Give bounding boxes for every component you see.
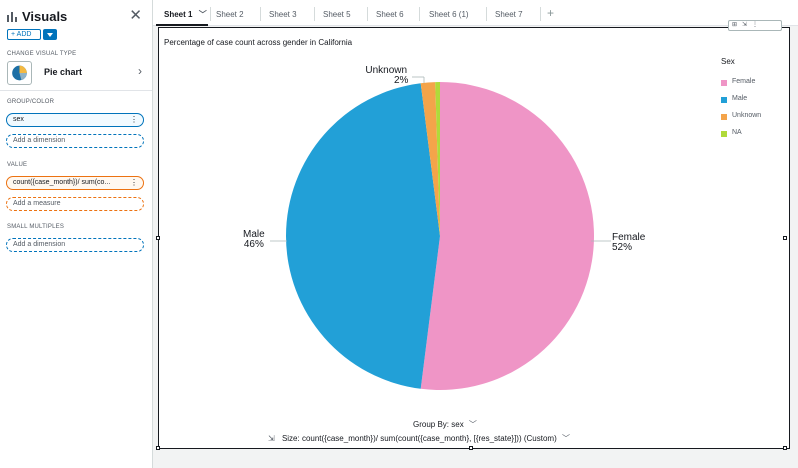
- legend-label: NA: [732, 129, 742, 136]
- panel-title: Visuals: [22, 9, 68, 24]
- tab-sheet-2[interactable]: Sheet 2: [216, 10, 244, 19]
- value-field-label: count({case_month})/ sum(co...: [13, 179, 111, 186]
- panel-header: Visuals ✕: [6, 8, 146, 26]
- close-icon[interactable]: ✕: [129, 7, 142, 24]
- add-measure-field[interactable]: Add a measure: [6, 197, 144, 211]
- chart-title: Percentage of case count across gender i…: [164, 38, 353, 47]
- male-label-pct: 46%: [243, 239, 264, 250]
- tab-sheet-7[interactable]: Sheet 7: [495, 10, 523, 19]
- group-field-label: sex: [13, 116, 24, 123]
- unknown-data-label: Unknown 2%: [364, 66, 408, 86]
- tab-separator: [314, 7, 315, 21]
- tab-sheet-6[interactable]: Sheet 6: [376, 10, 404, 19]
- tab-sheet-3[interactable]: Sheet 3: [269, 10, 297, 19]
- legend-swatch: [721, 114, 727, 120]
- visual-toolbar[interactable]: ⊞⇲⋮: [728, 20, 782, 31]
- female-label-pct: 52%: [612, 242, 633, 253]
- legend-swatch: [721, 80, 727, 86]
- resize-handle[interactable]: [783, 236, 787, 240]
- add-small-multiples-field[interactable]: Add a dimension: [6, 238, 144, 252]
- group-by-selector[interactable]: Group By: sex ﹀: [413, 419, 477, 430]
- group-by-label: Group By: sex: [413, 420, 464, 429]
- resize-handle[interactable]: [156, 446, 160, 450]
- chevron-right-icon: ›: [138, 64, 142, 78]
- pie-slice-na[interactable]: [435, 82, 440, 236]
- legend-label: Unknown: [732, 112, 762, 119]
- tab-sheet-6-1[interactable]: Sheet 6 (1): [429, 10, 469, 19]
- value-field[interactable]: count({case_month})/ sum(co... ⋮: [6, 176, 144, 190]
- legend-swatch: [721, 97, 727, 103]
- legend-swatch: [721, 131, 727, 137]
- female-label-name: Female: [612, 232, 646, 243]
- chevron-down-icon[interactable]: ﹀: [198, 10, 207, 19]
- legend-title: Sex: [721, 57, 735, 66]
- resize-handle[interactable]: [156, 236, 160, 240]
- visual-type-label: Pie chart: [44, 67, 83, 77]
- tab-separator: [540, 7, 541, 21]
- male-data-label: Male 46%: [243, 230, 265, 250]
- visuals-panel: Visuals ✕ + ADD CHANGE VISUAL TYPE Pie c…: [0, 0, 153, 468]
- resize-handle[interactable]: [783, 446, 787, 450]
- add-dropdown-button[interactable]: [43, 29, 57, 40]
- pie-chart-icon: [7, 61, 32, 85]
- tab-label: Sheet 1: [164, 10, 193, 19]
- female-data-label: Female 52%: [612, 233, 645, 253]
- tab-separator: [367, 7, 368, 21]
- kebab-menu-icon[interactable]: ⋮: [130, 115, 138, 124]
- tab-separator: [260, 7, 261, 21]
- small-multiples-label: SMALL MULTIPLES: [7, 224, 65, 230]
- male-label-name: Male: [243, 229, 265, 240]
- tab-separator: [486, 7, 487, 21]
- value-label: VALUE: [7, 162, 28, 168]
- pie-slice-female[interactable]: [420, 82, 594, 390]
- size-selector[interactable]: ⇲ Size: count({case_month})/ sum(count({…: [268, 433, 570, 444]
- chevron-down-icon: ﹀: [561, 434, 570, 443]
- sheet-tabs: Sheet 1 ﹀ Sheet 2 Sheet 3 Sheet 5 Sheet …: [153, 0, 798, 26]
- legend-label: Female: [732, 78, 756, 85]
- size-icon: ⇲: [268, 434, 275, 443]
- tab-sheet-1[interactable]: Sheet 1 ﹀: [156, 6, 207, 24]
- group-color-field[interactable]: sex ⋮: [6, 113, 144, 127]
- kebab-menu-icon[interactable]: ⋮: [130, 178, 138, 187]
- change-visual-type-label: CHANGE VISUAL TYPE: [7, 51, 77, 57]
- size-label: Size: count({case_month})/ sum(count({ca…: [281, 434, 557, 443]
- chevron-down-icon: ﹀: [468, 420, 477, 429]
- pie-slice-unknown[interactable]: [420, 82, 440, 236]
- active-tab-indicator: [156, 24, 208, 26]
- add-sheet-icon[interactable]: +: [547, 6, 555, 20]
- visual-type-selector[interactable]: Pie chart ›: [6, 60, 148, 85]
- bar-chart-icon: [7, 12, 17, 22]
- divider: [0, 90, 152, 91]
- tab-separator: [419, 7, 420, 21]
- resize-handle[interactable]: [469, 446, 473, 450]
- unknown-label-pct: 2%: [394, 75, 409, 86]
- legend-label: Male: [732, 95, 748, 102]
- add-dimension-field[interactable]: Add a dimension: [6, 134, 144, 148]
- unknown-label-name: Unknown: [365, 65, 408, 76]
- group-color-label: GROUP/COLOR: [7, 99, 55, 105]
- tab-separator: [210, 7, 211, 21]
- add-button[interactable]: + ADD: [7, 29, 41, 40]
- pie-slice-male[interactable]: [285, 83, 440, 389]
- tab-sheet-5[interactable]: Sheet 5: [323, 10, 351, 19]
